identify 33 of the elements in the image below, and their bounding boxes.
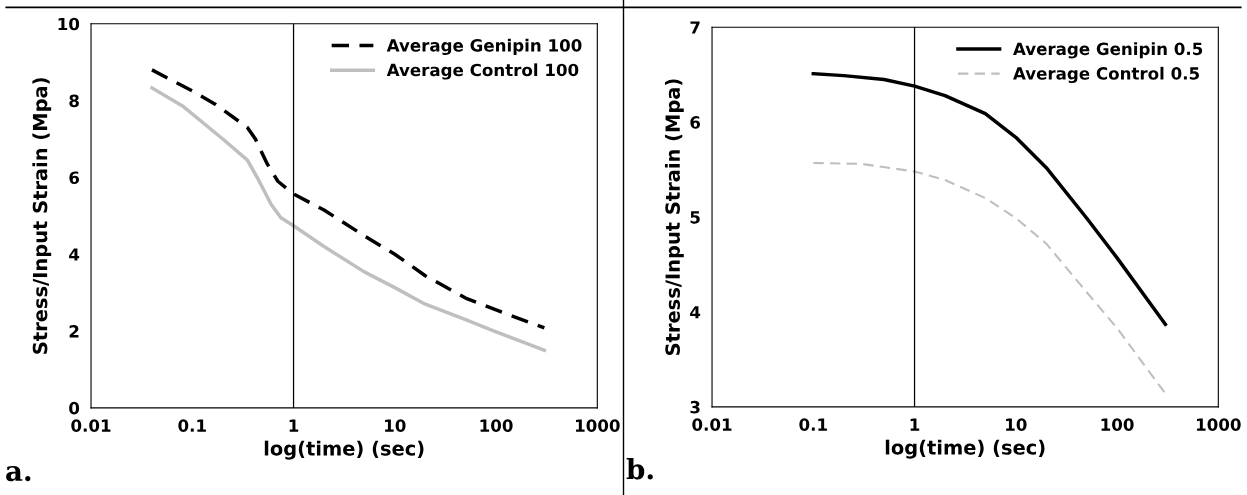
x-tick-label: 10 [385,419,406,432]
x-tick-label: 0.01 [71,419,111,432]
y-tick-label: 3 [690,400,700,414]
x-axis-title: log(time) (sec) [264,440,424,460]
y-tick-label: 6 [690,116,701,129]
y-tick-label: 10 [58,17,80,31]
legend-label: Average Control 0.5 [1013,66,1199,84]
x-tick-label: 1 [910,418,920,431]
y-axis-title: Stress/Input Strain (Mpa) [664,79,684,355]
x-tick-label: 1000 [1197,418,1241,431]
x-tick-label: 1000 [576,419,620,432]
x-tick-label: 0.01 [692,418,732,431]
x-tick-label: 10 [1006,418,1027,431]
y-tick-label: 4 [690,306,701,319]
legend-label: Average Control 100 [386,63,579,80]
y-tick-label: 0 [69,401,80,415]
x-tick-label: 0.1 [799,418,827,431]
x-tick-label: 1 [289,419,299,432]
y-tick-label: 7 [690,21,700,34]
text: b. [626,457,653,480]
x-tick-label: 0.1 [178,419,206,432]
x-tick-label: 100 [480,419,513,432]
x-axis-title: log(time) (sec) [885,439,1045,459]
legend-label: Average Genipin 100 [386,38,582,56]
text: a. [6,466,31,482]
y-tick-label: 5 [690,211,700,224]
y-tick-label: 8 [69,94,79,108]
y-tick-label: 6 [69,171,80,184]
y-tick-label: 2 [69,325,79,338]
y-tick-label: 4 [69,248,80,261]
x-tick-label: 100 [1101,418,1134,431]
legend-label: Average Genipin 0.5 [1013,42,1203,59]
y-axis-title: Stress/Input Strain (Mpa) [32,78,52,354]
